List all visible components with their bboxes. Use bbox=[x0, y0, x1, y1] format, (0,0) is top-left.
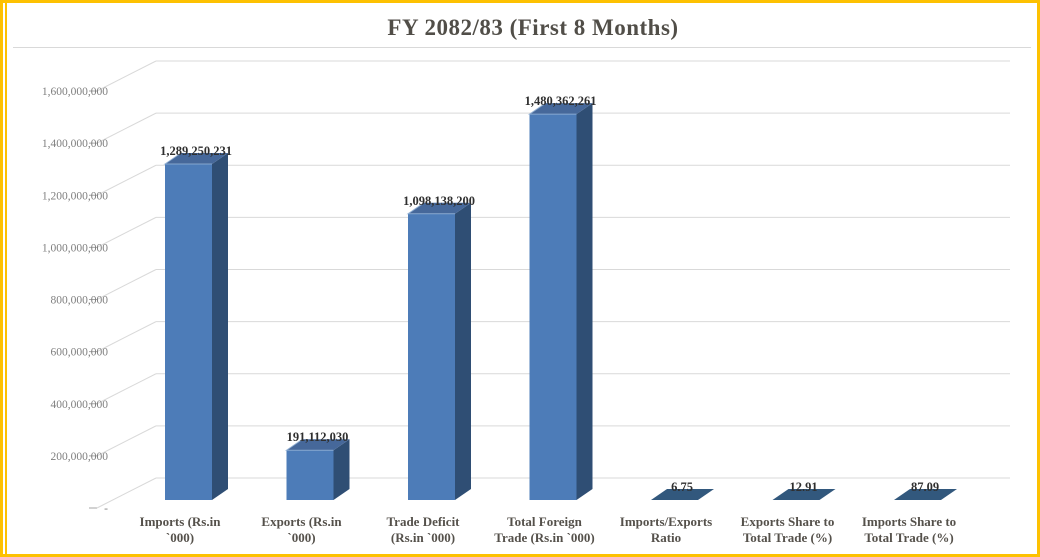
bar-front-face bbox=[408, 213, 455, 500]
category-label: Exports Share to Total Trade (%) bbox=[741, 514, 835, 545]
chart-title: FY 2082/83 (First 8 Months) bbox=[387, 15, 678, 40]
bar-value-label: 191,112,030 bbox=[287, 430, 349, 444]
category-label: Total Foreign Trade (Rs.in `000) bbox=[494, 514, 595, 545]
gridline-depth-segment bbox=[96, 60, 157, 92]
category-label: Exports (Rs.in `000) bbox=[261, 514, 342, 545]
bar-top-face bbox=[772, 489, 836, 500]
y-axis-tick-label: - bbox=[104, 503, 108, 515]
bar-value-label: 1,289,250,231 bbox=[160, 144, 232, 158]
category-label: Imports/Exports Ratio bbox=[620, 514, 712, 545]
gridline-depth-segment bbox=[96, 216, 157, 248]
gridline-depth-segment bbox=[96, 269, 157, 300]
bar-3 bbox=[527, 102, 593, 500]
bar-5 bbox=[772, 489, 836, 500]
bar-top-highlight bbox=[163, 152, 212, 165]
category-label: Imports (Rs.in `000) bbox=[140, 514, 222, 545]
bar-2 bbox=[406, 202, 471, 500]
y-axis-tick-label: 1,600,000,000 bbox=[42, 86, 108, 98]
gridline-depth-segment bbox=[96, 321, 157, 353]
bar-side-face bbox=[212, 152, 228, 501]
bar-4 bbox=[651, 489, 714, 500]
bar-top-highlight bbox=[284, 438, 334, 451]
bar-value-label: 12.91 bbox=[789, 480, 817, 494]
y-axis-tick-label: 1,200,000,000 bbox=[42, 190, 108, 202]
bar-side-face bbox=[333, 439, 350, 500]
y-axis-tick-label: 800,000,000 bbox=[51, 295, 109, 307]
bar-top-face bbox=[651, 489, 714, 500]
y-axis-tick-label: 1,000,000,000 bbox=[42, 242, 108, 254]
bar-top-face bbox=[529, 103, 593, 115]
bar-side-face bbox=[576, 103, 593, 500]
gridline-depth-segment bbox=[96, 425, 157, 457]
bar-0 bbox=[163, 152, 228, 501]
y-axis-tick-label: 1,400,000,000 bbox=[42, 138, 108, 150]
bar-top-face bbox=[286, 439, 350, 451]
category-label: Trade Deficit (Rs.in `000) bbox=[386, 514, 460, 545]
bar-front-face bbox=[165, 163, 212, 501]
y-axis-tick-label: 400,000,000 bbox=[51, 399, 109, 411]
bar-1 bbox=[284, 438, 350, 500]
bar-front-face bbox=[286, 450, 334, 500]
y-axis-tick-label: 600,000,000 bbox=[51, 347, 109, 359]
bar-top-highlight bbox=[527, 102, 577, 115]
y-axis-tick-label: 200,000,000 bbox=[51, 451, 109, 463]
gridline-depth-segment bbox=[96, 373, 157, 405]
bar-side-face bbox=[455, 202, 471, 500]
bar-top-highlight bbox=[406, 202, 455, 215]
chart-canvas: FY 2082/83 (First 8 Months) 1,600,000,00… bbox=[13, 15, 1031, 545]
bar-front-face bbox=[529, 114, 577, 500]
bar-value-label: 1,098,138,200 bbox=[403, 194, 475, 208]
bar-top-face bbox=[408, 202, 471, 214]
category-label: Imports Share to Total Trade (%) bbox=[862, 514, 956, 545]
gridline-depth-segment bbox=[96, 477, 157, 509]
bar-value-label: 1,480,362,261 bbox=[525, 94, 597, 108]
gridline-depth-segment bbox=[96, 164, 157, 196]
left-border-line bbox=[5, 3, 7, 554]
bar-top-face bbox=[894, 488, 957, 500]
bar-top-face bbox=[165, 152, 228, 164]
bar-value-label: 6.75 bbox=[671, 480, 693, 494]
plot-area: 1,600,000,000 1,400,000,000 1,200,000,000 1… bbox=[42, 60, 1010, 545]
bar-6 bbox=[894, 488, 957, 500]
bar-value-label: 87.09 bbox=[911, 480, 939, 494]
gridline-depth-segment bbox=[96, 112, 157, 144]
